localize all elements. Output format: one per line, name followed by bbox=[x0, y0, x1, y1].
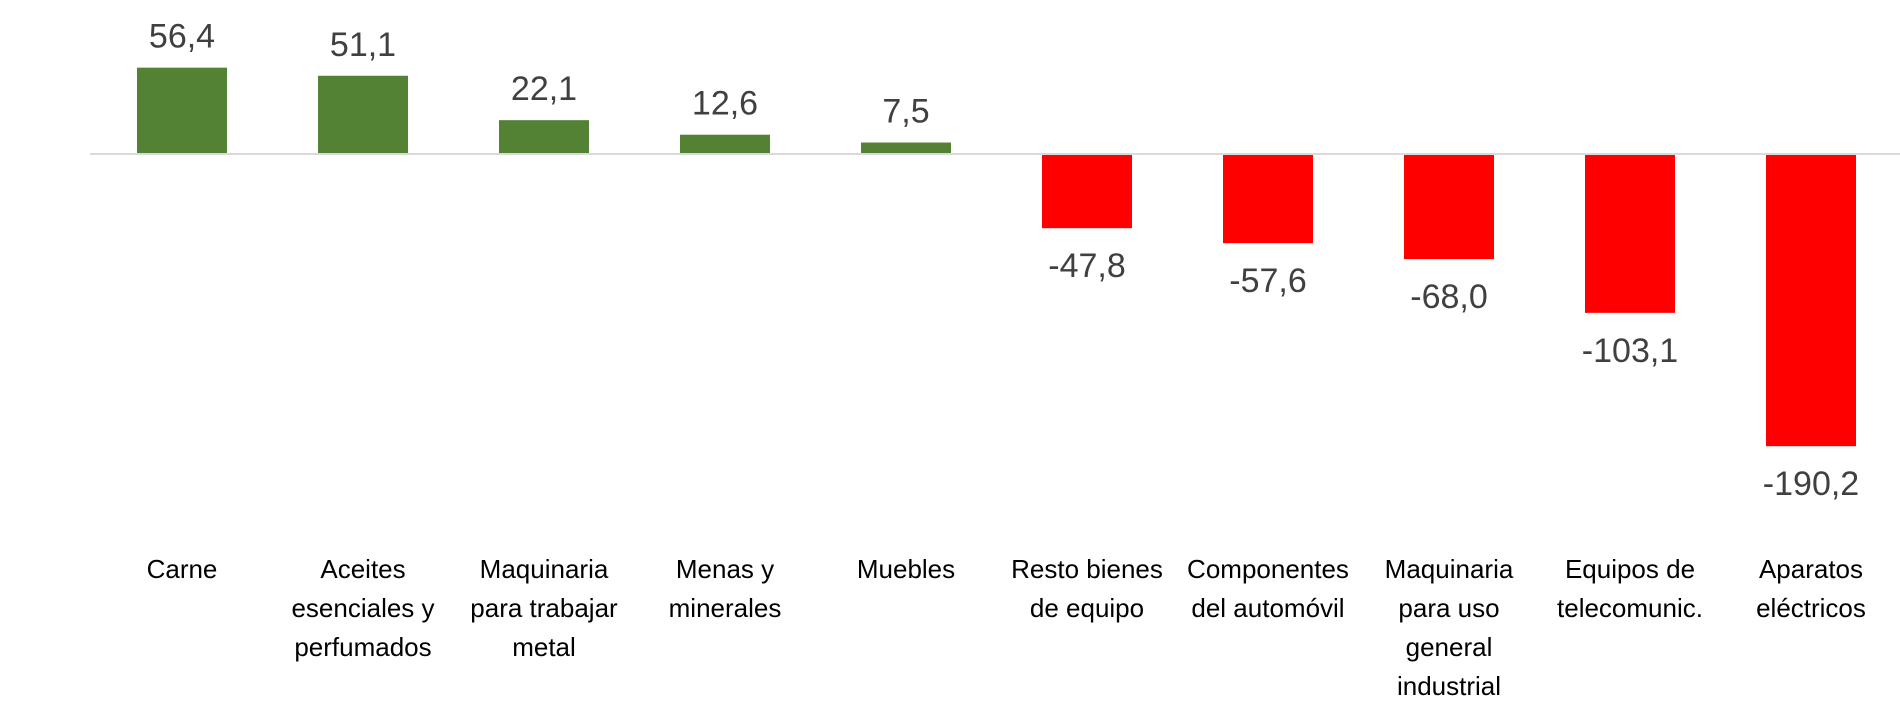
category-label-line: general bbox=[1406, 632, 1493, 662]
value-label: 22,1 bbox=[511, 70, 577, 108]
value-label: -47,8 bbox=[1048, 247, 1126, 285]
bar bbox=[1223, 155, 1313, 244]
category-label-line: del automóvil bbox=[1191, 593, 1344, 623]
category-label-line: perfumados bbox=[294, 632, 431, 662]
value-label: 51,1 bbox=[330, 26, 396, 64]
category-labels-group: Carne Aceites esenciales y perfumados Maquin… bbox=[147, 554, 1866, 701]
category-label: Componentes del automóvil bbox=[1187, 554, 1349, 623]
category-label: Resto bienes de equipo bbox=[1011, 554, 1163, 623]
category-label-line: Componentes bbox=[1187, 554, 1349, 584]
bar bbox=[680, 134, 770, 154]
category-label-line: para uso bbox=[1398, 593, 1499, 623]
category-label: Carne bbox=[147, 554, 218, 584]
bar bbox=[861, 142, 951, 154]
category-label-line: minerales bbox=[669, 593, 782, 623]
category-label: Maquinaria para uso general industrial bbox=[1385, 554, 1514, 701]
category-label-line: para trabajar bbox=[470, 593, 618, 623]
category-label-line: eléctricos bbox=[1756, 593, 1866, 623]
category-label-line: Muebles bbox=[857, 554, 955, 584]
category-label-line: telecomunic. bbox=[1557, 593, 1703, 623]
bar bbox=[1766, 155, 1856, 447]
category-label-line: Menas y bbox=[676, 554, 774, 584]
category-label-line: Aparatos bbox=[1759, 554, 1863, 584]
category-label: Equipos de telecomunic. bbox=[1557, 554, 1703, 623]
bars-group bbox=[137, 67, 1856, 447]
bar bbox=[1585, 155, 1675, 313]
value-label: -68,0 bbox=[1410, 278, 1488, 316]
category-label: Maquinaria para trabajar metal bbox=[470, 554, 618, 662]
bar bbox=[318, 75, 408, 154]
category-label-line: Maquinaria bbox=[1385, 554, 1514, 584]
value-label: -103,1 bbox=[1582, 332, 1678, 370]
category-label: Menas y minerales bbox=[669, 554, 782, 623]
category-label-line: Resto bienes bbox=[1011, 554, 1163, 584]
category-label: Aparatos eléctricos bbox=[1756, 554, 1866, 623]
bar bbox=[1404, 155, 1494, 260]
value-label: -57,6 bbox=[1229, 262, 1307, 300]
category-label: Muebles bbox=[857, 554, 955, 584]
category-label-line: esenciales y bbox=[291, 593, 434, 623]
category-label-line: Equipos de bbox=[1565, 554, 1695, 584]
category-label-line: Maquinaria bbox=[480, 554, 609, 584]
value-label: 56,4 bbox=[149, 18, 215, 56]
value-labels-group: 56,4 51,1 22,1 12,6 7,5 -47,8 -57,6 -68,0 -103,1… bbox=[149, 18, 1859, 504]
bar bbox=[1042, 155, 1132, 229]
category-label-line: Carne bbox=[147, 554, 218, 584]
category-label-line: metal bbox=[512, 632, 576, 662]
bar bbox=[137, 67, 227, 154]
value-label: -190,2 bbox=[1763, 465, 1859, 503]
value-label: 12,6 bbox=[692, 85, 758, 123]
bar bbox=[499, 120, 589, 154]
category-label-line: de equipo bbox=[1030, 593, 1144, 623]
category-label-line: Aceites bbox=[320, 554, 405, 584]
category-label-line: industrial bbox=[1397, 671, 1501, 701]
category-label: Aceites esenciales y perfumados bbox=[291, 554, 434, 662]
value-label: 7,5 bbox=[882, 93, 929, 131]
